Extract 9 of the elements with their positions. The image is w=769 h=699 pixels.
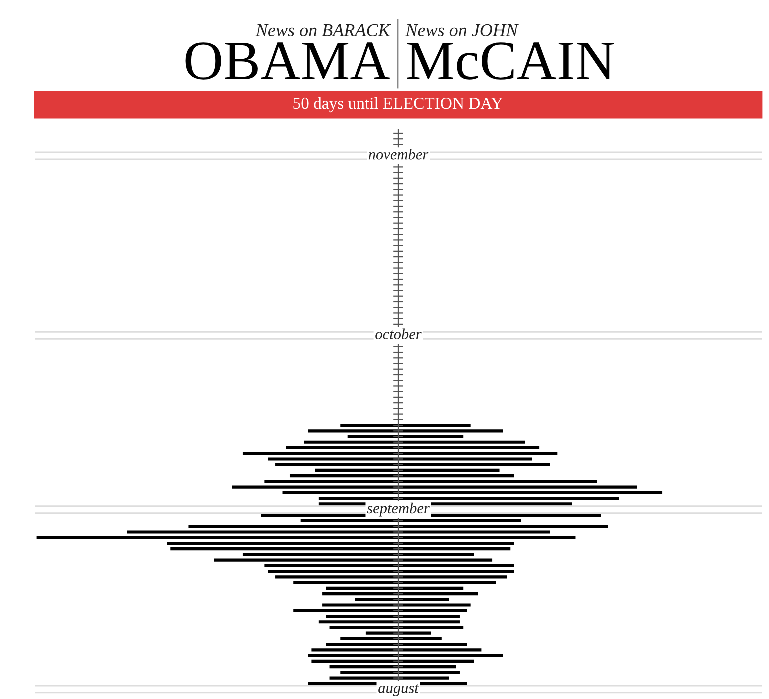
text: News on JOHN	[406, 24, 519, 37]
y-tick-label: october	[376, 328, 422, 340]
text: McCAIN	[407, 42, 614, 80]
y-tick-label: september	[367, 502, 430, 517]
text: News on BARACK	[256, 24, 392, 37]
y-tick-label: november	[368, 149, 429, 160]
text: OBAMA	[186, 42, 390, 80]
chart-title: 50 days until ELECTION DAY	[294, 97, 503, 113]
y-tick-label: august	[378, 684, 420, 696]
